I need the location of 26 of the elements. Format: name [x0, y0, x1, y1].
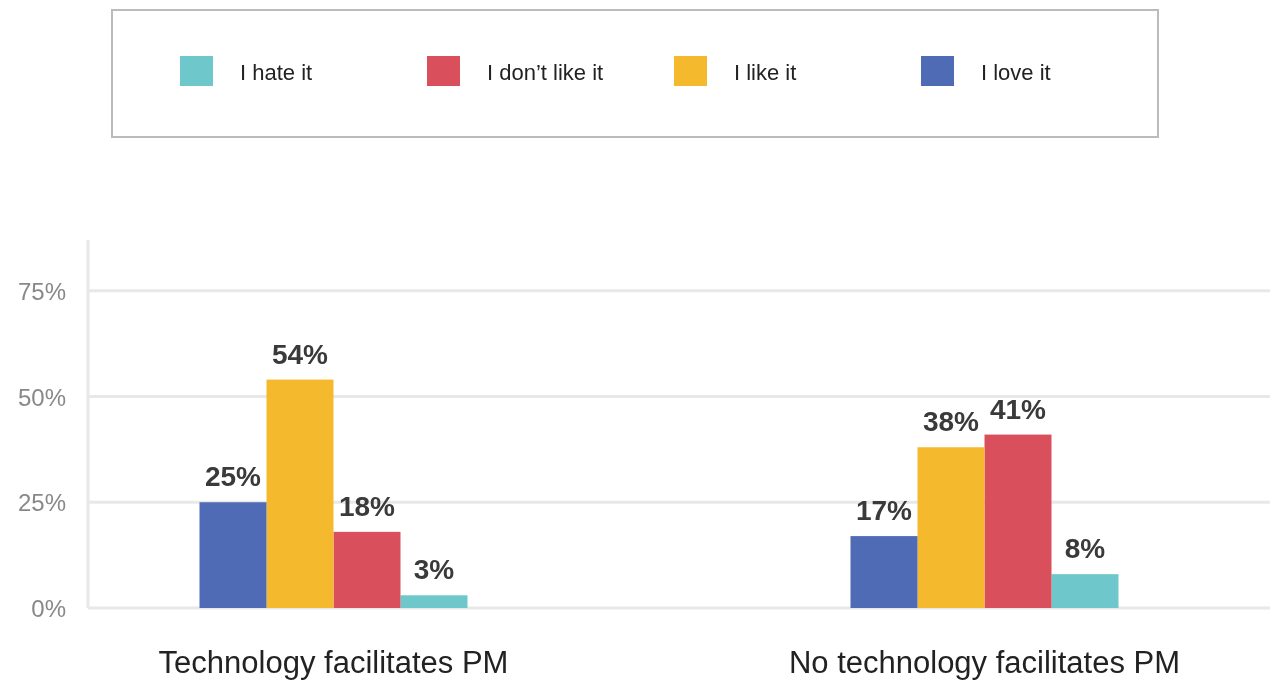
bar — [917, 447, 985, 608]
data-label: 8% — [1064, 533, 1106, 565]
data-label: 41% — [989, 393, 1047, 425]
data-label: 25% — [204, 461, 262, 493]
bar — [400, 595, 468, 608]
y-tick-label: 25% — [17, 489, 66, 517]
legend-label: I like it — [734, 60, 797, 85]
data-label: 38% — [922, 406, 980, 438]
bar — [333, 531, 401, 608]
data-label: 18% — [338, 490, 396, 522]
legend-label: I don’t like it — [487, 60, 604, 85]
bar — [266, 379, 334, 608]
data-label: 17% — [855, 495, 913, 527]
x-tick-label: No technology facilitates PM — [788, 645, 1181, 680]
bar — [984, 434, 1052, 608]
legend-label: I hate it — [240, 60, 313, 85]
bar — [199, 502, 267, 608]
y-tick-label: 50% — [17, 383, 66, 411]
x-tick-label: Technology facilitates PM — [158, 645, 509, 680]
y-tick-label: 0% — [31, 595, 66, 622]
bar — [1051, 574, 1119, 608]
data-label: 3% — [413, 554, 455, 586]
data-label: 54% — [271, 338, 329, 370]
bar — [850, 536, 918, 608]
legend-label: I love it — [981, 60, 1051, 85]
y-tick-label: 75% — [17, 277, 66, 305]
